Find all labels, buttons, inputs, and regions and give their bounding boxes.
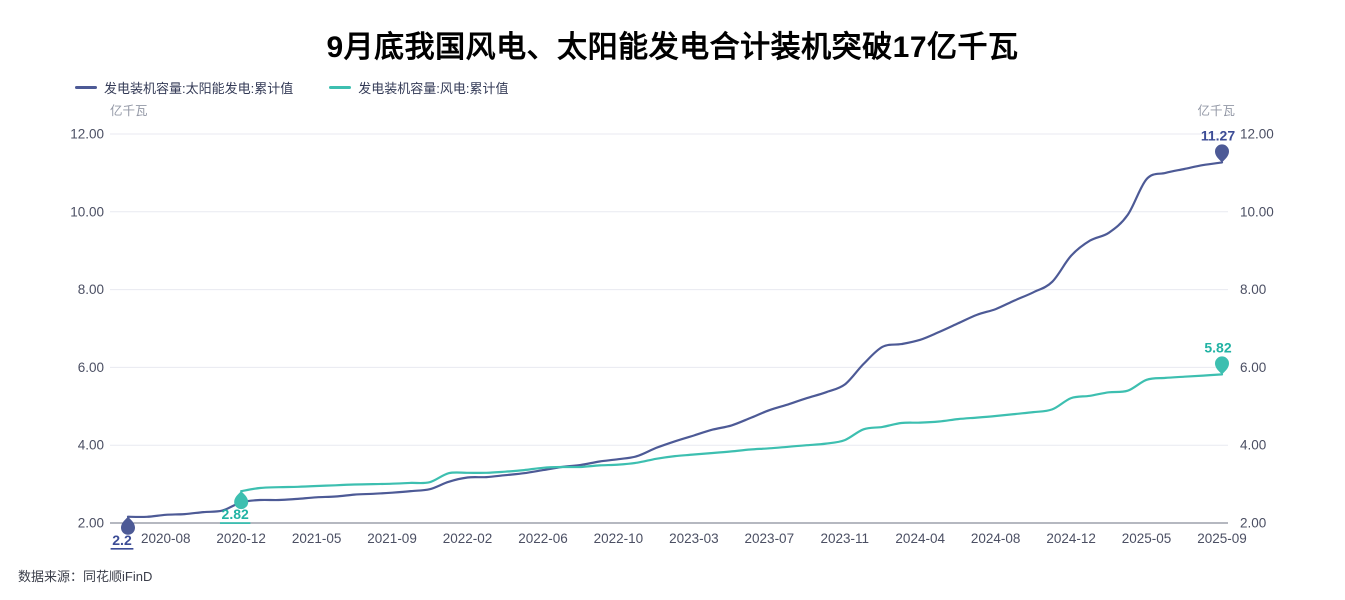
axis-tick-label: 2022-10 bbox=[594, 531, 644, 546]
series-line-wind bbox=[240, 373, 1224, 493]
y-axis-labels-right: 12.00 10.00 8.00 6.00 4.00 2.00 bbox=[1240, 127, 1274, 531]
axis-tick-label: 2.00 bbox=[1240, 516, 1266, 531]
axis-tick-label: 5.82 bbox=[1204, 339, 1231, 355]
axis-tick-label: 10.00 bbox=[70, 204, 104, 219]
y-axis-unit-left: 亿千瓦 bbox=[110, 104, 148, 118]
start-pin-icon bbox=[121, 516, 135, 535]
line-path bbox=[240, 373, 1224, 493]
axis-tick-label: 2025-05 bbox=[1122, 531, 1172, 546]
axis-tick-label: 12.00 bbox=[1240, 127, 1274, 142]
axis-tick-label: 2025-09 bbox=[1197, 531, 1247, 546]
axis-tick-label: 2020-12 bbox=[216, 531, 266, 546]
x-axis-labels: 2020-08 2020-12 2021-05 2021-09 2022-02 2022-… bbox=[141, 531, 1247, 546]
axis-tick-label: 2022-06 bbox=[518, 531, 568, 546]
legend-item-solar[interactable]: 发电装机容量:太阳能发电:累计值 bbox=[75, 78, 293, 97]
axis-tick-label: 2024-08 bbox=[971, 531, 1021, 546]
axis-tick-label: 4.00 bbox=[1240, 438, 1266, 453]
legend-label-wind: 发电装机容量:风电:累计值 bbox=[358, 81, 509, 96]
axis-tick-label: 11.27 bbox=[1201, 127, 1235, 143]
legend-swatch-wind-icon bbox=[329, 86, 352, 89]
axis-tick-label: 2023-03 bbox=[669, 531, 719, 546]
axis-tick-label: 2022-02 bbox=[443, 531, 493, 546]
axis-tick-label: 2021-05 bbox=[292, 531, 342, 546]
axis-tick-label: 2.00 bbox=[78, 516, 104, 531]
end-pin-icon bbox=[1215, 144, 1229, 163]
line-path bbox=[126, 161, 1224, 519]
axis-tick-label: 8.00 bbox=[78, 282, 104, 297]
axis-tick-label: 2024-12 bbox=[1046, 531, 1096, 546]
start-pin-icon bbox=[234, 491, 249, 510]
axis-tick-label: 2023-11 bbox=[820, 531, 869, 546]
series-markers-wind: 2.82 5.82 bbox=[219, 339, 1232, 524]
axis-tick-label: 8.00 bbox=[1240, 282, 1266, 297]
axis-tick-label: 4.00 bbox=[78, 438, 104, 453]
legend-item-wind[interactable]: 发电装机容量:风电:累计值 bbox=[329, 78, 508, 97]
legend-label-solar: 发电装机容量:太阳能发电:累计值 bbox=[104, 81, 294, 96]
y-gridlines bbox=[110, 133, 1228, 524]
series-line-solar bbox=[126, 161, 1224, 519]
axis-tick-label: 2023-07 bbox=[745, 531, 795, 546]
axis-tick-label: 2024-04 bbox=[895, 531, 945, 546]
chart-title: 9月底我国风电、太阳能发电合计装机突破17亿千瓦 bbox=[326, 31, 1019, 64]
y-axis-unit-right: 亿千瓦 bbox=[1197, 104, 1235, 118]
end-pin-icon bbox=[1215, 356, 1229, 375]
axis-tick-label: 2021-09 bbox=[367, 531, 417, 546]
series-markers-solar: 2.2 11.27 bbox=[110, 127, 1235, 550]
axis-tick-label: 2020-08 bbox=[141, 531, 191, 546]
axis-tick-label: 6.00 bbox=[78, 360, 104, 375]
axis-tick-label: 6.00 bbox=[1240, 360, 1266, 375]
axis-tick-label: 12.00 bbox=[70, 127, 104, 142]
axis-tick-label: 2.82 bbox=[222, 506, 249, 522]
data-source-note: 数据来源：同花顺iFinD bbox=[18, 569, 153, 584]
axis-tick-label: 10.00 bbox=[1240, 204, 1274, 219]
y-axis-labels-left: 12.00 10.00 8.00 6.00 4.00 2.00 bbox=[70, 127, 104, 531]
legend: 发电装机容量:太阳能发电:累计值 发电装机容量:风电:累计值 bbox=[75, 78, 508, 97]
legend-swatch-solar-icon bbox=[75, 86, 97, 89]
axis-tick-label: 2.2 bbox=[112, 532, 132, 548]
